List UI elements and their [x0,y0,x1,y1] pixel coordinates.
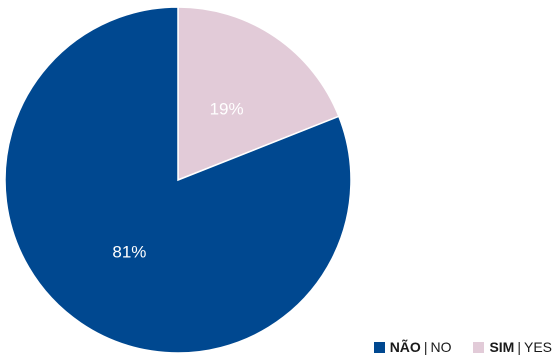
legend-label-no-en: NO [430,339,452,355]
legend-label-no: NÃO [389,339,421,355]
legend-separator: | [517,339,521,355]
pie-slice-no [4,6,352,354]
legend: NÃO | NO SIM | YES [373,339,552,355]
legend-item-no: NÃO | NO [373,339,452,355]
legend-swatch-yes [473,341,485,353]
pie-slice-yes [177,6,340,182]
legend-separator: | [423,339,428,355]
pie-label-yes: 19% [210,100,244,119]
pie-label-no: 81% [112,243,146,262]
legend-label-yes-en: YES [523,339,552,355]
legend-swatch-no [373,341,385,353]
legend-label-yes: SIM [489,339,515,355]
legend-item-yes: SIM | YES [473,339,552,355]
